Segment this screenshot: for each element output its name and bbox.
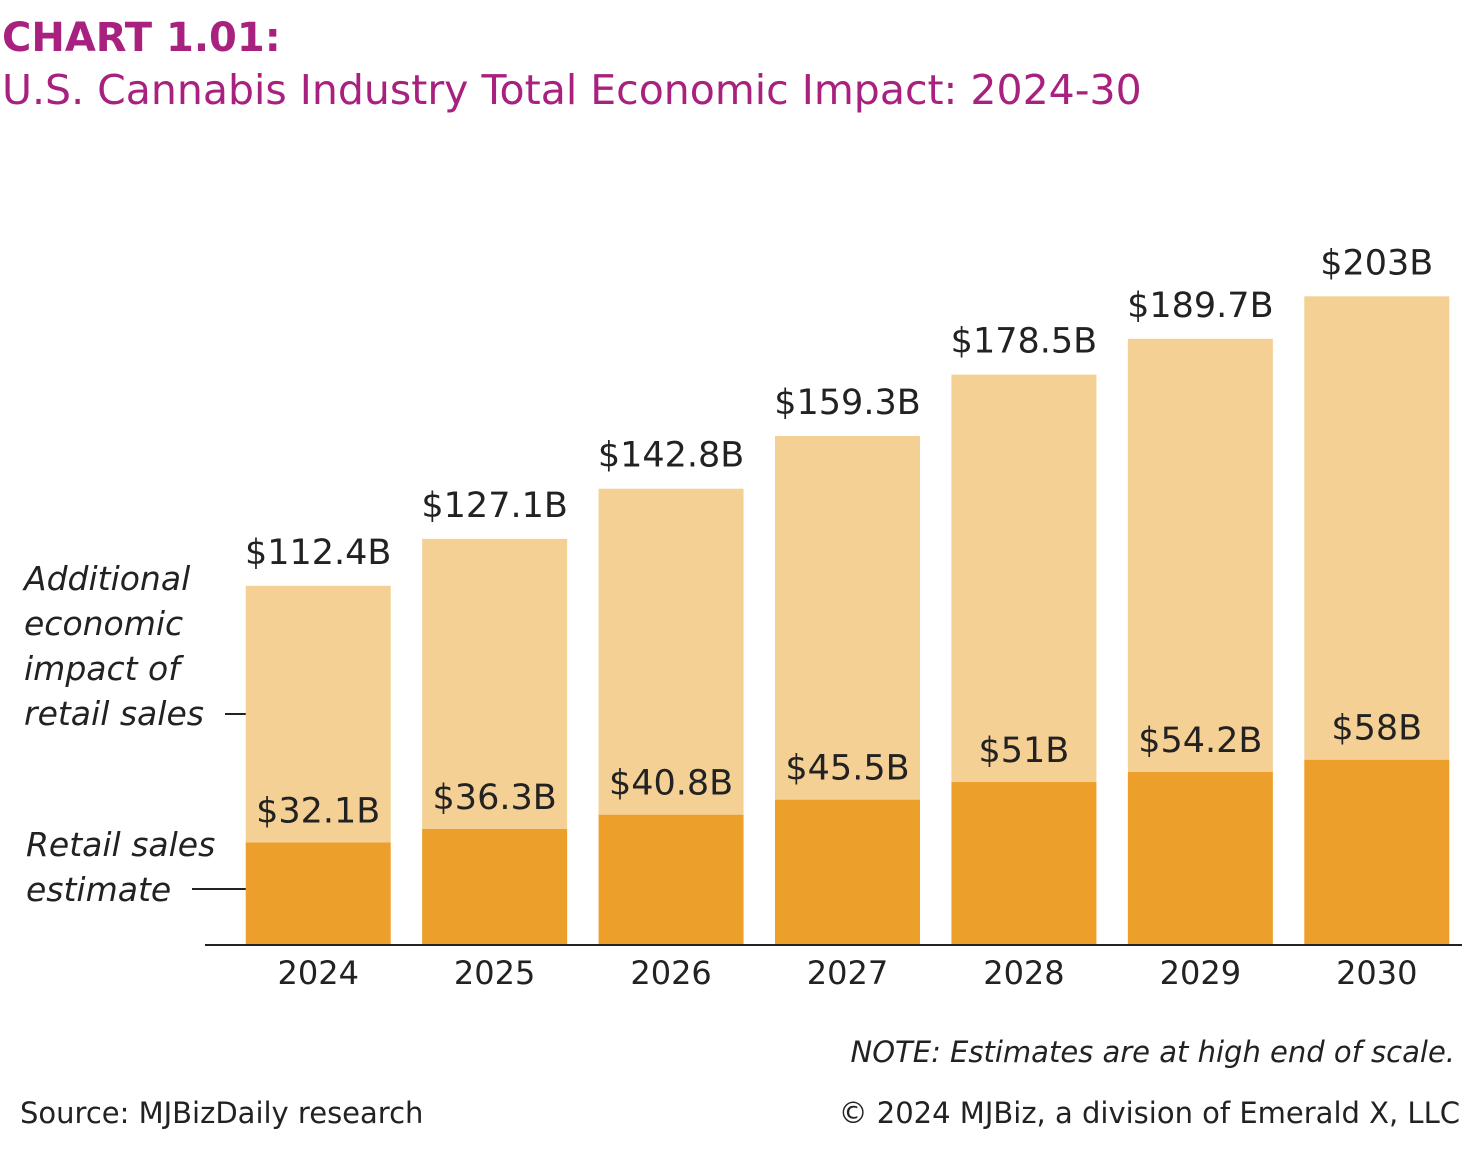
bar-segment: [1304, 759, 1450, 945]
total-label: $203B: [1320, 243, 1433, 283]
bar-segment: [951, 374, 1097, 783]
value-label: $36.3B: [433, 778, 557, 818]
chart-subtitle: U.S. Cannabis Industry Total Economic Im…: [2, 66, 1142, 114]
x-tick-label: 2025: [454, 954, 535, 992]
x-tick-label: 2027: [807, 954, 888, 992]
bar-segment: [598, 488, 744, 815]
x-tick-label: 2026: [630, 954, 711, 992]
total-label: $142.8B: [598, 436, 744, 476]
value-label: $51B: [979, 731, 1070, 771]
bar-segment: [1127, 771, 1273, 945]
x-tick-label: 2024: [277, 954, 358, 992]
total-label: $159.3B: [774, 383, 920, 423]
value-label: $40.8B: [609, 764, 733, 804]
total-label: $112.4B: [245, 533, 391, 573]
total-label: $127.1B: [421, 486, 567, 526]
chart-title: CHART 1.01:: [2, 15, 281, 61]
bar-segment: [775, 435, 920, 800]
bar-segment: [422, 829, 568, 945]
value-label: $58B: [1331, 709, 1422, 749]
bar-segment: [422, 538, 568, 830]
total-label: $178.5B: [951, 322, 1097, 362]
note: NOTE: Estimates are at high end of scale…: [851, 1035, 1455, 1069]
x-tick-label: 2028: [983, 954, 1064, 992]
bar-segment: [1304, 296, 1450, 760]
bar-segment: [245, 842, 391, 945]
legend-label: Retail sales estimate: [26, 825, 216, 909]
value-label: $32.1B: [256, 791, 380, 831]
bar-segment: [245, 585, 391, 843]
x-tick-label: 2030: [1336, 954, 1417, 992]
source: Source: MJBizDaily research: [20, 1096, 423, 1130]
value-label: $54.2B: [1138, 721, 1262, 761]
bar-segment: [598, 814, 744, 945]
bar-segment: [951, 782, 1097, 945]
x-tick-label: 2029: [1160, 954, 1241, 992]
bar-segment: [1127, 338, 1273, 772]
legend-label: Additional economic impact of retail sal…: [24, 559, 204, 733]
total-label: $189.7B: [1127, 286, 1273, 326]
bar-segment: [775, 799, 920, 945]
value-label: $45.5B: [785, 749, 909, 789]
copyright: © 2024 MJBiz, a division of Emerald X, L…: [839, 1096, 1460, 1130]
